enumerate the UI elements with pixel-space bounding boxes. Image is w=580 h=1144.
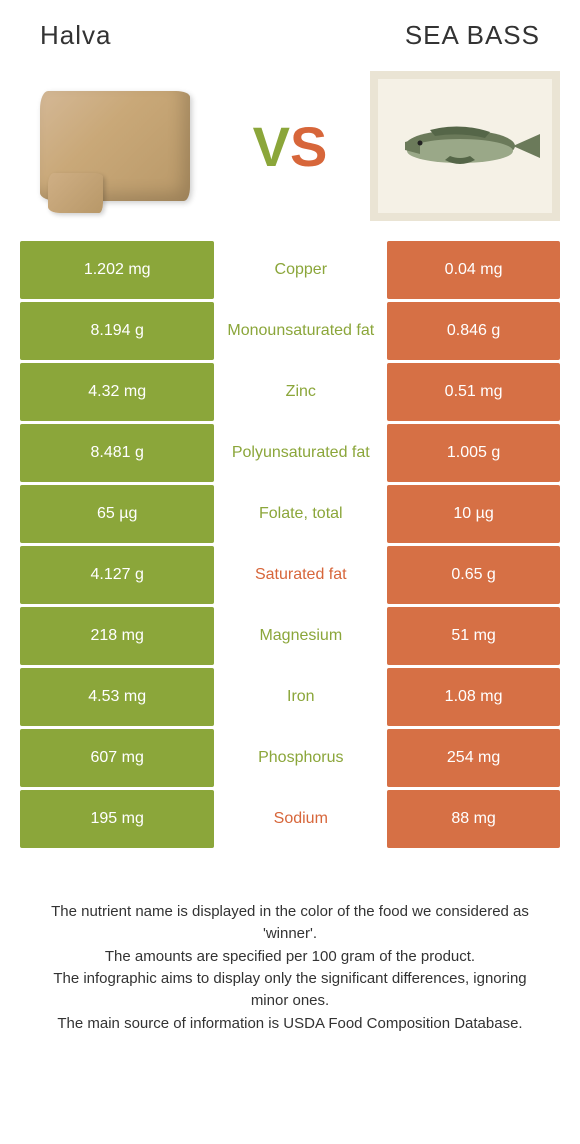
left-value: 218 mg [20,607,214,665]
left-value: 4.53 mg [20,668,214,726]
table-row: 4.53 mgIron1.08 mg [20,668,560,726]
right-value: 0.04 mg [387,241,560,299]
right-value: 0.51 mg [387,363,560,421]
nutrient-label: Saturated fat [214,546,387,604]
footer-notes: The nutrient name is displayed in the co… [0,851,580,1056]
halva-image [20,76,210,216]
vs-v-letter: V [253,114,290,179]
left-food-title: Halva [40,20,111,51]
images-row: VS [0,61,580,241]
right-value: 0.65 g [387,546,560,604]
left-value: 195 mg [20,790,214,848]
vs-label: VS [253,114,328,179]
left-value: 1.202 mg [20,241,214,299]
table-row: 195 mgSodium88 mg [20,790,560,848]
nutrient-label: Monounsaturated fat [214,302,387,360]
nutrient-table: 1.202 mgCopper0.04 mg8.194 gMonounsatura… [20,241,560,848]
nutrient-label: Copper [214,241,387,299]
table-row: 8.194 gMonounsaturated fat0.846 g [20,302,560,360]
table-row: 607 mgPhosphorus254 mg [20,729,560,787]
left-value: 8.481 g [20,424,214,482]
nutrient-label: Iron [214,668,387,726]
nutrient-label: Magnesium [214,607,387,665]
vs-s-letter: S [290,114,327,179]
nutrient-label: Zinc [214,363,387,421]
right-value: 1.08 mg [387,668,560,726]
left-value: 607 mg [20,729,214,787]
nutrient-label: Phosphorus [214,729,387,787]
footer-line-3: The infographic aims to display only the… [35,968,545,1012]
right-food-title: SEA BASS [405,20,540,51]
right-value: 1.005 g [387,424,560,482]
table-row: 218 mgMagnesium51 mg [20,607,560,665]
table-row: 65 µgFolate, total10 µg [20,485,560,543]
table-row: 1.202 mgCopper0.04 mg [20,241,560,299]
right-value: 0.846 g [387,302,560,360]
fish-icon [385,116,545,176]
left-value: 4.32 mg [20,363,214,421]
nutrient-label: Sodium [214,790,387,848]
header: Halva SEA BASS [0,0,580,61]
left-value: 8.194 g [20,302,214,360]
table-row: 8.481 gPolyunsaturated fat1.005 g [20,424,560,482]
right-value: 88 mg [387,790,560,848]
left-value: 4.127 g [20,546,214,604]
table-row: 4.127 gSaturated fat0.65 g [20,546,560,604]
table-row: 4.32 mgZinc0.51 mg [20,363,560,421]
footer-line-1: The nutrient name is displayed in the co… [35,901,545,945]
seabass-image [370,71,560,221]
left-value: 65 µg [20,485,214,543]
footer-line-2: The amounts are specified per 100 gram o… [35,946,545,968]
right-value: 51 mg [387,607,560,665]
right-value: 10 µg [387,485,560,543]
nutrient-label: Polyunsaturated fat [214,424,387,482]
nutrient-label: Folate, total [214,485,387,543]
footer-line-4: The main source of information is USDA F… [35,1013,545,1035]
right-value: 254 mg [387,729,560,787]
